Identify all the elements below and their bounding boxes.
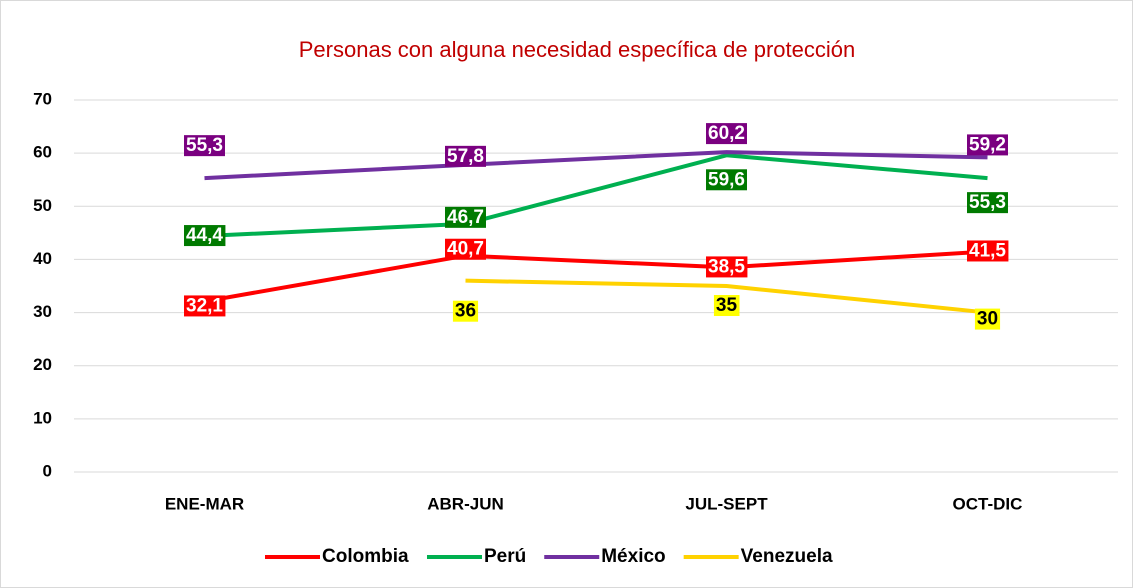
data-label-box (445, 145, 486, 167)
data-label-text: 38,5 (708, 256, 745, 277)
y-tick-label: 70 (33, 89, 52, 108)
data-label: 36 (452, 300, 479, 322)
y-tick-label: 40 (33, 249, 52, 268)
legend-label: Perú (484, 546, 526, 567)
data-label-text: 35 (716, 295, 738, 316)
legend-label: México (601, 546, 665, 567)
x-tick-label: ENE-MAR (165, 494, 244, 513)
data-label-box (706, 123, 747, 145)
data-label: 55,3 (967, 192, 1008, 214)
data-label-text: 55,3 (969, 192, 1006, 213)
data-label-text: 44,4 (186, 225, 223, 246)
data-label: 57,8 (445, 145, 486, 167)
data-label: 46,7 (445, 206, 486, 228)
data-label-text: 57,8 (447, 146, 484, 167)
data-label: 38,5 (706, 256, 748, 278)
series-line (204, 150, 988, 181)
data-label: 60,2 (706, 123, 747, 145)
y-tick-label: 60 (33, 143, 52, 162)
data-label-text: 59,2 (969, 134, 1006, 155)
y-tick-label: 20 (33, 355, 52, 374)
x-tick-label: JUL-SEPT (685, 494, 768, 513)
x-tick-label: OCT-DIC (953, 494, 1023, 513)
data-label-text: 30 (977, 309, 998, 330)
data-label-box (967, 240, 1009, 262)
data-label-box (967, 134, 1008, 156)
data-label: 55,3 (184, 135, 225, 157)
legend-label: Venezuela (741, 546, 833, 567)
data-label-text: 55,3 (186, 135, 223, 156)
data-label-text: 60,2 (708, 123, 745, 144)
data-label-box (706, 256, 748, 278)
chart-title: Personas con alguna necesidad específica… (299, 37, 855, 62)
y-tick-label: 0 (43, 461, 52, 480)
x-tick-label: ABR-JUN (427, 494, 504, 513)
data-label: 35 (713, 295, 740, 317)
data-label: 59,6 (706, 169, 747, 191)
data-label-box (445, 238, 486, 260)
data-label: 59,2 (967, 134, 1008, 156)
data-label: 30 (974, 308, 1001, 330)
data-label: 40,7 (445, 238, 486, 260)
data-label: 41,5 (967, 240, 1009, 262)
data-label-text: 41,5 (969, 240, 1006, 261)
data-label-box (184, 295, 226, 317)
data-label-box (445, 206, 486, 228)
data-label-text: 36 (455, 301, 476, 322)
data-label: 44,4 (184, 225, 226, 247)
data-label-text: 32,1 (186, 295, 223, 316)
series-line (204, 153, 988, 239)
y-tick-label: 10 (33, 408, 52, 427)
data-label: 32,1 (184, 295, 226, 317)
data-label-box (706, 169, 747, 191)
data-label-box (184, 225, 226, 247)
data-label-box (967, 192, 1008, 214)
data-label-box (184, 135, 225, 157)
legend-label: Colombia (322, 546, 409, 567)
data-label-text: 46,7 (447, 207, 484, 228)
y-tick-label: 30 (33, 302, 52, 321)
data-label-text: 59,6 (708, 169, 745, 190)
series-line (204, 249, 988, 304)
series-line (465, 278, 988, 315)
y-tick-label: 50 (33, 196, 52, 215)
data-label-text: 40,7 (447, 239, 484, 260)
data-label-box (713, 295, 740, 317)
data-label-box (452, 300, 479, 322)
data-label-box (974, 308, 1001, 330)
